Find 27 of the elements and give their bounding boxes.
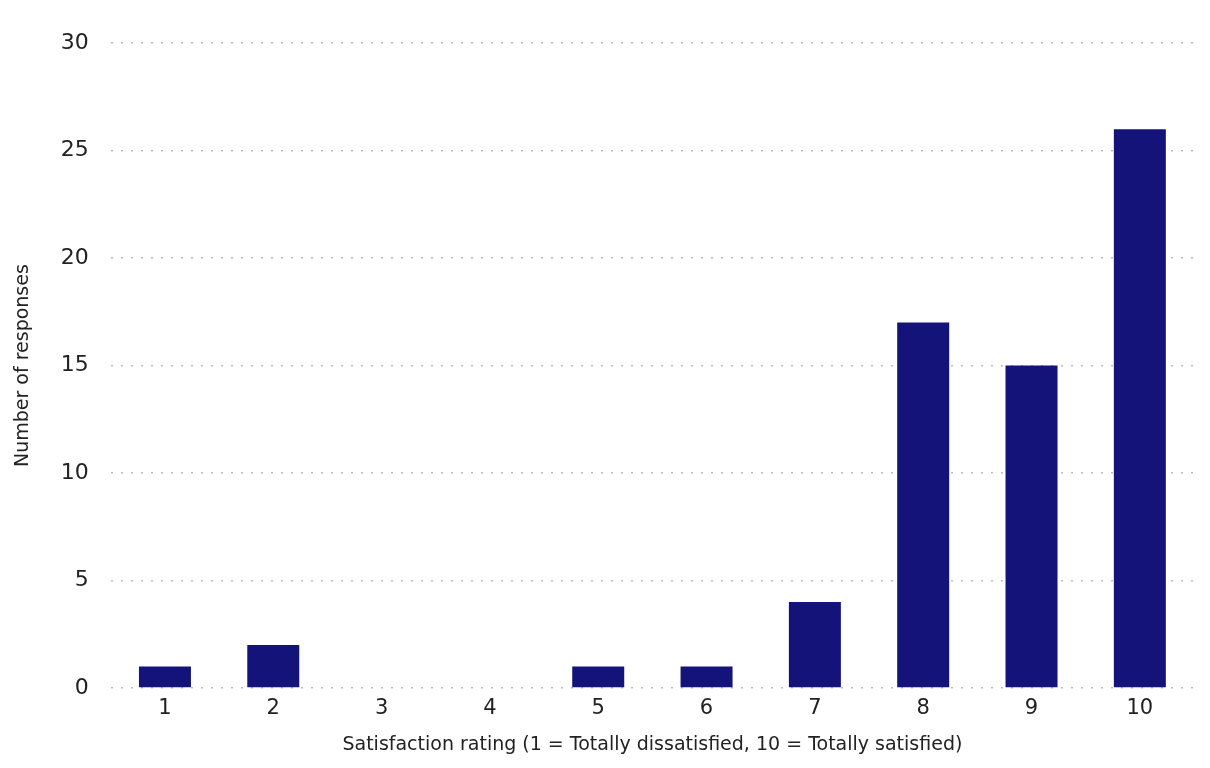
x-tick-label: 9 [1024,695,1039,720]
y-tick-label: 30 [60,28,89,54]
x-tick-label: 4 [483,695,497,720]
y-tick-label: 20 [60,243,89,269]
bar [1005,365,1058,688]
bar [897,322,950,688]
x-tick-label: 2 [266,695,280,720]
bar [788,602,841,688]
x-tick-label: 10 [1126,695,1154,720]
bar [572,666,625,688]
y-tick-label: 25 [60,136,89,162]
y-tick-label: 0 [74,673,89,699]
y-tick-label: 5 [74,566,89,592]
bar [138,666,191,688]
bar [1113,129,1166,688]
x-tick-label: 1 [158,695,172,720]
bar [247,645,300,688]
y-axis-title: Number of responses [10,264,33,468]
x-tick-label: 8 [916,695,930,720]
x-tick-label: 3 [374,695,389,720]
y-tick-label: 15 [60,351,89,377]
x-tick-label: 6 [699,695,714,720]
x-axis-title: Satisfaction rating (1 = Totally dissatisfied, 10 = Totally satisfied) [342,731,963,754]
bar [680,666,733,688]
y-tick-label: 10 [60,458,89,484]
x-tick-label: 7 [808,695,822,720]
x-tick-label: 5 [591,695,605,720]
